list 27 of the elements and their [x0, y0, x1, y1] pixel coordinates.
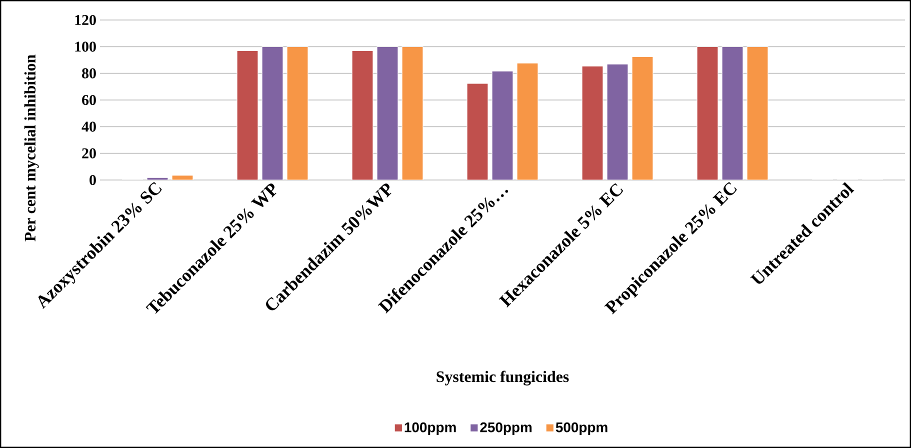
- bar: [287, 46, 308, 180]
- bar: [352, 50, 374, 180]
- bar: [237, 50, 258, 180]
- bar: [607, 64, 628, 180]
- y-tick-label: 60: [82, 94, 96, 106]
- y-axis-title: Per cent mycelial inhibition: [24, 54, 39, 242]
- bar: [722, 46, 744, 180]
- x-axis-title: Systemic fungicides: [436, 370, 569, 386]
- y-tick-label: 0: [90, 174, 96, 186]
- bar: [582, 66, 604, 180]
- y-tick-label: 120: [75, 14, 96, 26]
- legend-label: 100ppm: [404, 422, 456, 436]
- bar: [517, 63, 538, 180]
- legend-label: 250ppm: [480, 422, 532, 436]
- y-tick-label: 20: [82, 148, 96, 158]
- bar: [377, 46, 398, 180]
- bar: [747, 46, 768, 180]
- bar: [492, 71, 514, 180]
- y-tick-label: 80: [82, 68, 96, 78]
- bar: [467, 83, 488, 180]
- legend-label: 500ppm: [556, 422, 608, 436]
- bar: [262, 46, 284, 180]
- y-tick-label: 100: [75, 42, 96, 52]
- bar: [697, 46, 718, 180]
- y-tick-label: 40: [82, 122, 96, 132]
- bar: [632, 56, 654, 180]
- bar: [402, 46, 424, 180]
